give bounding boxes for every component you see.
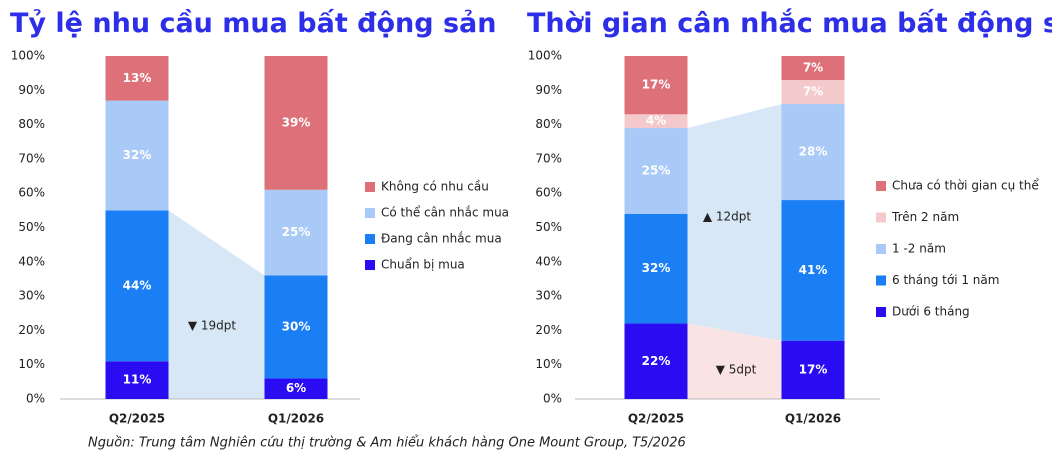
- chart-title: Thời gian cân nhắc mua bất động sản: [527, 8, 1052, 39]
- legend-swatch: [365, 208, 375, 218]
- legend-label: Chưa có thời gian cụ thể: [892, 179, 1039, 193]
- legend-label: Không có nhu cầu: [381, 180, 489, 194]
- x-tick-label: Q2/2025: [628, 412, 684, 426]
- x-tick-label: Q1/2026: [785, 412, 841, 426]
- chart-title: Tỷ lệ nhu cầu mua bất động sản: [10, 8, 496, 39]
- y-tick-label: 20%: [18, 323, 45, 337]
- legend-swatch: [876, 212, 886, 223]
- legend-label: Đang cân nhắc mua: [381, 232, 502, 246]
- change-band: [687, 323, 782, 399]
- y-tick-label: 30%: [18, 289, 45, 303]
- y-tick-label: 30%: [535, 289, 562, 303]
- annotation: ▼ 19dpt: [188, 319, 237, 333]
- legend-label: Dưới 6 tháng: [892, 305, 970, 319]
- legend-swatch: [876, 244, 886, 254]
- bar-segment: [624, 114, 688, 129]
- value-label: 17%: [642, 78, 671, 92]
- annotation: ▼ 5dpt: [716, 363, 757, 377]
- bar-segment: [105, 100, 169, 211]
- bar-segment: [624, 323, 688, 399]
- value-label: 25%: [642, 163, 671, 177]
- y-tick-label: 80%: [18, 117, 45, 131]
- value-label: 30%: [282, 319, 311, 333]
- legend-label: Chuẩn bị mua: [381, 258, 465, 272]
- y-tick-label: 40%: [535, 254, 562, 268]
- value-label: 11%: [123, 373, 152, 387]
- y-tick-label: 100%: [11, 49, 45, 63]
- bar-segment: [624, 56, 688, 115]
- x-tick-label: Q2/2025: [109, 412, 165, 426]
- y-tick-label: 0%: [26, 392, 45, 406]
- bar-segment: [781, 200, 845, 341]
- value-label: 32%: [123, 148, 152, 162]
- legend-swatch: [365, 260, 375, 270]
- bar-segment: [781, 80, 845, 105]
- y-tick-label: 10%: [18, 357, 45, 371]
- y-tick-label: 70%: [535, 151, 562, 165]
- value-label: 13%: [123, 71, 152, 85]
- legend-label: Có thể cân nhắc mua: [381, 206, 509, 220]
- bar-segment: [624, 128, 688, 214]
- change-band: [168, 210, 265, 399]
- y-tick-label: 40%: [18, 254, 45, 268]
- bar-segment: [781, 56, 845, 81]
- x-tick-label: Q1/2026: [268, 412, 324, 426]
- annotation: ▲ 12dpt: [703, 210, 752, 224]
- bar-segment: [781, 104, 845, 201]
- legend-swatch: [365, 234, 375, 244]
- legend-swatch: [876, 275, 886, 286]
- bar-segment: [781, 340, 845, 399]
- legend-swatch: [876, 181, 886, 191]
- value-label: 28%: [799, 145, 828, 159]
- legend-label: 1 -2 năm: [892, 242, 946, 256]
- value-label: 6%: [286, 381, 306, 395]
- value-label: 41%: [799, 263, 828, 277]
- bar-segment: [264, 56, 328, 190]
- bar-segment: [105, 56, 169, 101]
- legend-label: 6 tháng tới 1 năm: [892, 273, 999, 287]
- y-tick-label: 80%: [535, 117, 562, 131]
- value-label: 7%: [803, 61, 823, 75]
- value-label: 32%: [642, 261, 671, 275]
- y-tick-label: 60%: [535, 186, 562, 200]
- y-tick-label: 50%: [18, 220, 45, 234]
- y-tick-label: 20%: [535, 323, 562, 337]
- value-label: 44%: [123, 278, 152, 292]
- y-tick-label: 70%: [18, 151, 45, 165]
- value-label: 17%: [799, 362, 828, 376]
- y-tick-label: 10%: [535, 357, 562, 371]
- change-band: [687, 104, 782, 341]
- value-label: 22%: [642, 354, 671, 368]
- y-tick-label: 90%: [535, 83, 562, 97]
- value-label: 7%: [803, 85, 823, 99]
- legend-swatch: [365, 182, 375, 192]
- y-tick-label: 100%: [528, 49, 562, 63]
- y-tick-label: 90%: [18, 83, 45, 97]
- bar-segment: [105, 361, 169, 399]
- bar-segment: [264, 189, 328, 276]
- y-tick-label: 50%: [535, 220, 562, 234]
- bar-segment: [624, 213, 688, 324]
- y-tick-label: 0%: [543, 392, 562, 406]
- bar-segment: [105, 210, 169, 362]
- bar-segment: [264, 275, 328, 379]
- value-label: 4%: [646, 114, 666, 128]
- source-note: Nguồn: Trung tâm Nghiên cứu thị trường &…: [88, 436, 686, 451]
- legend-swatch: [876, 307, 886, 317]
- value-label: 39%: [282, 115, 311, 129]
- y-tick-label: 60%: [18, 186, 45, 200]
- legend-label: Trên 2 năm: [891, 210, 959, 224]
- value-label: 25%: [282, 225, 311, 239]
- bar-segment: [264, 378, 328, 399]
